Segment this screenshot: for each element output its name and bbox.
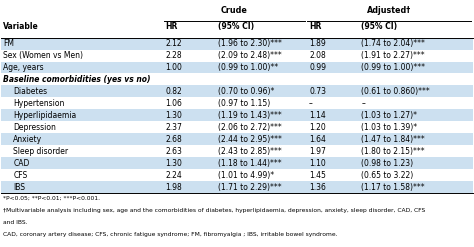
Text: 1.30: 1.30	[165, 111, 182, 120]
Text: 1.20: 1.20	[309, 123, 326, 132]
Text: *P<0.05; **P<0.01; ***P<0.001.: *P<0.05; **P<0.01; ***P<0.001.	[3, 196, 100, 201]
Bar	[1, 50, 473, 62]
Text: (2.06 to 2.72)***: (2.06 to 2.72)***	[218, 123, 281, 132]
Text: Hypertension: Hypertension	[13, 99, 64, 108]
Text: (1.71 to 2.29)***: (1.71 to 2.29)***	[218, 183, 281, 192]
Text: 2.24: 2.24	[165, 171, 182, 180]
Text: 0.73: 0.73	[309, 87, 326, 96]
Bar	[1, 157, 473, 169]
Text: (1.19 to 1.43)***: (1.19 to 1.43)***	[218, 111, 281, 120]
Text: (1.18 to 1.44)***: (1.18 to 1.44)***	[218, 159, 281, 168]
Text: 2.08: 2.08	[309, 51, 326, 60]
Text: 0.99: 0.99	[309, 63, 326, 72]
Text: Baseline comorbidities (yes vs no): Baseline comorbidities (yes vs no)	[3, 75, 150, 84]
Text: Crude: Crude	[221, 6, 247, 15]
Text: 2.63: 2.63	[165, 147, 182, 156]
Text: Sleep disorder: Sleep disorder	[13, 147, 68, 156]
Text: 1.89: 1.89	[309, 39, 326, 48]
Text: 1.06: 1.06	[165, 99, 182, 108]
Text: 1.98: 1.98	[165, 183, 182, 192]
Text: Diabetes: Diabetes	[13, 87, 47, 96]
Text: (95% CI): (95% CI)	[361, 22, 397, 31]
Text: 1.00: 1.00	[165, 63, 182, 72]
Text: CFS: CFS	[13, 171, 27, 180]
Text: 1.30: 1.30	[165, 159, 182, 168]
Text: (0.99 to 1.00)**: (0.99 to 1.00)**	[218, 63, 278, 72]
Bar	[1, 145, 473, 157]
Text: (1.47 to 1.84)***: (1.47 to 1.84)***	[361, 135, 425, 144]
Text: (2.44 to 2.95)***: (2.44 to 2.95)***	[218, 135, 282, 144]
Text: (0.65 to 3.22): (0.65 to 3.22)	[361, 171, 413, 180]
Bar	[1, 109, 473, 122]
Text: 1.64: 1.64	[309, 135, 326, 144]
Bar	[1, 85, 473, 98]
Bar	[1, 62, 473, 74]
Text: 2.37: 2.37	[165, 123, 182, 132]
Text: HR: HR	[309, 22, 321, 31]
Text: 1.36: 1.36	[309, 183, 326, 192]
Text: CAD: CAD	[13, 159, 30, 168]
Text: (0.61 to 0.860)***: (0.61 to 0.860)***	[361, 87, 430, 96]
Text: Adjusted†: Adjusted†	[367, 6, 411, 15]
Text: Depression: Depression	[13, 123, 56, 132]
Text: 1.97: 1.97	[309, 147, 326, 156]
Text: HR: HR	[165, 22, 178, 31]
Text: 2.68: 2.68	[165, 135, 182, 144]
Text: 1.45: 1.45	[309, 171, 326, 180]
Text: FM: FM	[3, 39, 14, 48]
Text: (1.17 to 1.58)***: (1.17 to 1.58)***	[361, 183, 425, 192]
Text: (1.80 to 2.15)***: (1.80 to 2.15)***	[361, 147, 425, 156]
Bar	[1, 38, 473, 50]
Text: †Multivariable analysis including sex, age and the comorbidities of diabetes, hy: †Multivariable analysis including sex, a…	[3, 208, 425, 213]
Text: –: –	[361, 99, 365, 108]
Text: (0.70 to 0.96)*: (0.70 to 0.96)*	[218, 87, 274, 96]
Text: (1.03 to 1.39)*: (1.03 to 1.39)*	[361, 123, 417, 132]
Bar	[1, 122, 473, 133]
Text: CAD, coronary artery disease; CFS, chronic fatigue syndrome; FM, fibromyalgia ; : CAD, coronary artery disease; CFS, chron…	[3, 232, 337, 237]
Text: (1.01 to 4.99)*: (1.01 to 4.99)*	[218, 171, 273, 180]
Text: Age, years: Age, years	[3, 63, 44, 72]
Text: –: –	[309, 99, 313, 108]
Text: (1.96 to 2.30)***: (1.96 to 2.30)***	[218, 39, 282, 48]
Text: (1.91 to 2.27)***: (1.91 to 2.27)***	[361, 51, 425, 60]
Bar	[1, 181, 473, 193]
Text: (2.09 to 2.48)***: (2.09 to 2.48)***	[218, 51, 281, 60]
Text: 2.12: 2.12	[165, 39, 182, 48]
Text: Variable: Variable	[3, 22, 38, 31]
Text: Sex (Women vs Men): Sex (Women vs Men)	[3, 51, 83, 60]
Text: 2.28: 2.28	[165, 51, 182, 60]
Text: Anxiety: Anxiety	[13, 135, 42, 144]
Bar	[1, 74, 473, 85]
Text: 0.82: 0.82	[165, 87, 182, 96]
Text: 1.10: 1.10	[309, 159, 326, 168]
Text: (0.97 to 1.15): (0.97 to 1.15)	[218, 99, 270, 108]
Text: (2.43 to 2.85)***: (2.43 to 2.85)***	[218, 147, 281, 156]
Bar	[1, 169, 473, 181]
Text: IBS: IBS	[13, 183, 25, 192]
Text: (1.74 to 2.04)***: (1.74 to 2.04)***	[361, 39, 425, 48]
Text: (1.03 to 1.27)*: (1.03 to 1.27)*	[361, 111, 417, 120]
Text: (0.99 to 1.00)***: (0.99 to 1.00)***	[361, 63, 425, 72]
Text: 1.14: 1.14	[309, 111, 326, 120]
Text: (0.98 to 1.23): (0.98 to 1.23)	[361, 159, 413, 168]
Text: and IBS.: and IBS.	[3, 220, 27, 225]
Text: Hyperlipidaemia: Hyperlipidaemia	[13, 111, 76, 120]
Bar	[1, 98, 473, 109]
Text: (95% CI): (95% CI)	[218, 22, 254, 31]
Bar	[1, 133, 473, 145]
